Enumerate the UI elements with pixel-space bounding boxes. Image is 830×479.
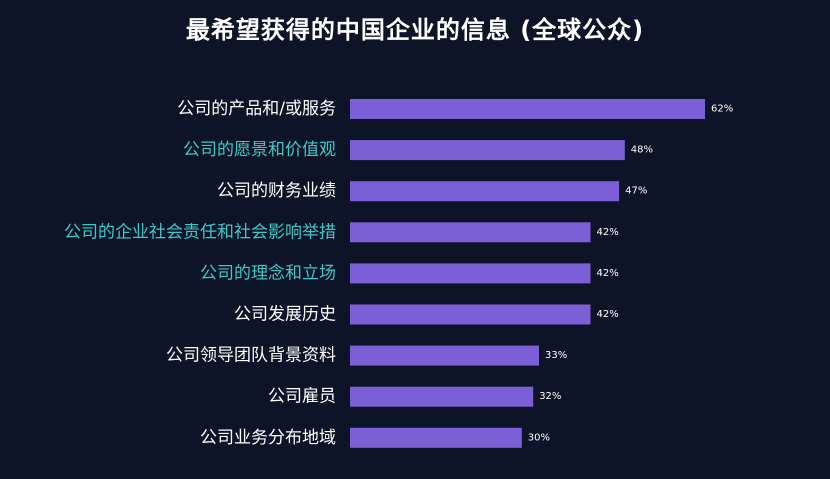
bar bbox=[350, 304, 591, 325]
category-label: 公司雇员 bbox=[268, 387, 336, 407]
bar bbox=[350, 263, 591, 284]
category-label: 公司的企业社会责任和社会影响举措 bbox=[64, 222, 336, 242]
category-label: 公司的理念和立场 bbox=[200, 262, 336, 283]
bar bbox=[350, 386, 534, 407]
value-label: 48% bbox=[631, 145, 653, 156]
category-label: 公司发展历史 bbox=[234, 305, 336, 325]
value-label: 42% bbox=[597, 268, 619, 279]
bar bbox=[350, 222, 591, 243]
category-label: 公司业务分布地域 bbox=[200, 428, 336, 448]
value-label: 33% bbox=[545, 350, 567, 361]
category-label: 公司领导团队背景资料 bbox=[166, 346, 336, 366]
value-label: 47% bbox=[625, 186, 647, 197]
value-label: 32% bbox=[539, 391, 561, 402]
category-label: 公司的产品和/或服务 bbox=[177, 99, 336, 119]
chart-title: 最希望获得的中国企业的信息 (全球公众) bbox=[185, 16, 645, 44]
bar bbox=[350, 140, 625, 161]
value-label: 42% bbox=[597, 227, 619, 238]
category-label: 公司的财务业绩 bbox=[217, 181, 336, 201]
bar bbox=[350, 345, 539, 366]
bar bbox=[350, 181, 620, 202]
bar bbox=[350, 427, 522, 448]
category-label: 公司的愿景和价值观 bbox=[183, 140, 336, 160]
value-label: 42% bbox=[597, 309, 619, 320]
value-label: 30% bbox=[528, 432, 550, 443]
value-label: 62% bbox=[711, 104, 733, 115]
bar bbox=[350, 99, 705, 119]
